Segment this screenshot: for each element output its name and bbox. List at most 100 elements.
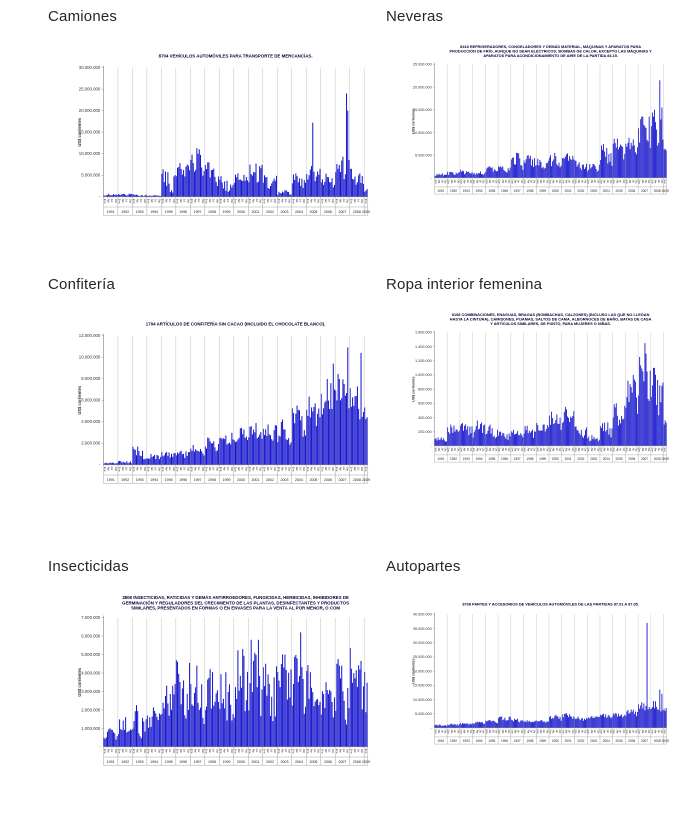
bar <box>114 194 116 197</box>
month-tick-label: Oct <box>622 448 625 452</box>
bar <box>343 700 345 747</box>
bar <box>456 173 458 178</box>
y-axis-unit-label: US$ corrientes <box>77 385 82 415</box>
bar <box>146 458 148 465</box>
bar <box>103 737 105 747</box>
bars-group <box>103 347 368 465</box>
bar <box>289 697 291 747</box>
month-tick-label: Abr <box>437 180 440 184</box>
month-tick-label: Abr <box>514 180 517 184</box>
year-label: 2004 <box>295 760 303 764</box>
month-tick-label: Oct <box>157 749 161 753</box>
bar <box>129 461 131 465</box>
month-tick-label: Abr <box>501 448 504 452</box>
bar <box>120 194 122 197</box>
bar <box>607 163 609 178</box>
month-tick-label: Jul <box>183 467 187 471</box>
bar <box>349 168 351 197</box>
bar <box>565 409 567 446</box>
y-axis-zero-label: - <box>99 194 101 199</box>
month-tick-label: Ene <box>459 730 461 735</box>
month-tick-label: Jul <box>491 448 493 451</box>
bar <box>156 454 158 465</box>
bar <box>643 381 645 446</box>
bar <box>270 715 272 747</box>
bar <box>271 696 273 747</box>
bar <box>248 710 250 747</box>
year-label: 2001 <box>252 760 260 764</box>
bar <box>259 434 261 465</box>
bar <box>260 432 262 465</box>
month-tick-label: Jul <box>593 730 595 733</box>
bar <box>639 142 641 178</box>
bar <box>319 168 321 197</box>
year-label: 1993 <box>463 457 470 461</box>
bar <box>220 176 222 197</box>
bar <box>560 429 562 446</box>
month-tick-label: Ene <box>320 199 324 204</box>
bar <box>149 458 151 465</box>
year-label: 2004 <box>603 739 610 743</box>
bar <box>660 711 662 728</box>
bar <box>506 720 508 728</box>
bar <box>197 451 199 465</box>
bar <box>451 172 453 178</box>
bar <box>555 156 557 178</box>
bar <box>497 723 498 728</box>
bar <box>460 423 462 446</box>
bar <box>551 166 553 178</box>
bar <box>471 426 473 446</box>
bar <box>172 192 174 197</box>
bar <box>129 729 131 747</box>
year-label: 1998 <box>208 760 216 764</box>
bar <box>528 430 530 446</box>
bar <box>201 684 203 747</box>
y-axis-tick-label: 30.000.000 <box>413 641 432 645</box>
year-label: 1992 <box>450 739 457 743</box>
bar <box>273 178 275 197</box>
bar <box>283 192 285 197</box>
bar <box>645 705 647 728</box>
month-tick-label: Oct <box>634 448 637 452</box>
bar <box>662 139 664 178</box>
bar <box>288 191 290 197</box>
bar <box>105 462 107 465</box>
bar <box>576 718 578 728</box>
bar <box>245 176 247 197</box>
month-tick-label: Jul <box>466 730 468 733</box>
month-tick-label: Oct <box>259 749 263 753</box>
bar <box>454 431 456 446</box>
month-tick-label: Ene <box>587 448 589 453</box>
bar <box>348 707 350 747</box>
bar <box>323 184 325 197</box>
bar <box>140 195 142 197</box>
month-tick-label: Oct <box>114 749 118 753</box>
bar <box>602 149 603 178</box>
bar <box>611 716 613 728</box>
bar <box>485 434 487 446</box>
bar <box>592 718 594 728</box>
bar <box>213 705 215 747</box>
month-tick-label: Ene <box>447 448 449 453</box>
bar <box>122 720 124 747</box>
month-tick-label: Jul <box>110 467 114 471</box>
bar <box>657 145 659 178</box>
bar <box>177 661 179 747</box>
month-tick-label: Oct <box>114 199 118 203</box>
bar <box>460 724 462 728</box>
bar <box>190 159 192 197</box>
month-tick-label: Jul <box>479 448 481 451</box>
bar <box>155 195 157 197</box>
month-tick-label: Ene <box>335 199 339 204</box>
bar <box>155 458 157 465</box>
bar <box>567 153 568 178</box>
bar <box>466 171 468 178</box>
month-tick-label: Oct <box>533 730 536 734</box>
month-tick-label: Oct <box>244 749 248 753</box>
bar <box>642 371 644 446</box>
bar <box>568 717 569 728</box>
bar <box>609 716 611 728</box>
bar <box>647 398 649 446</box>
month-tick-label: Jul <box>657 448 659 451</box>
bar <box>517 718 519 728</box>
